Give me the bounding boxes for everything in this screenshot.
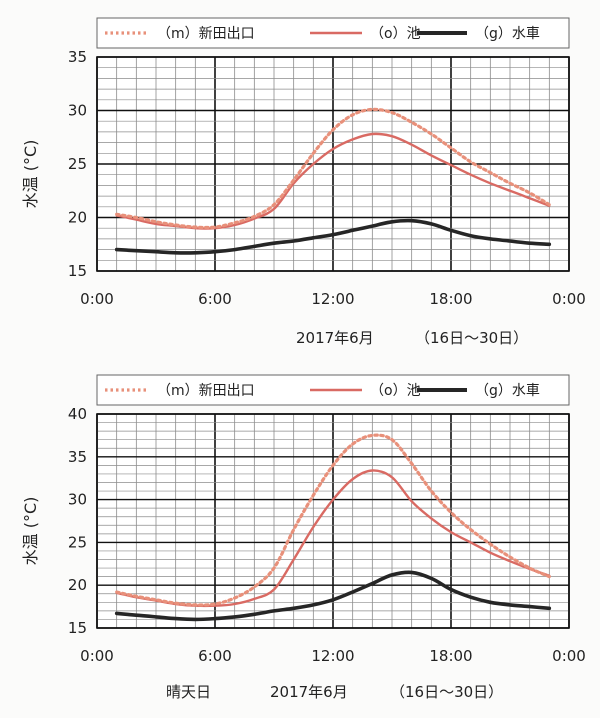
x-tick-label: 6:00 [198, 290, 232, 308]
legend: （m）新田出口 （o）池 （g）水車 [96, 17, 570, 49]
y-tick-label: 35 [68, 448, 87, 466]
plot-frame [96, 56, 570, 272]
y-axis-label: 水温 (°C) [21, 140, 40, 209]
chart-2: （m）新田出口 （o）池 （g）水車 15 20 25 30 35 40 0:00 6:00 12:0… [21, 374, 586, 701]
series-line-g [114, 570, 552, 622]
y-tick-label: 15 [68, 262, 87, 280]
y-tick-label: 15 [68, 619, 87, 637]
y-tick-label: 20 [68, 209, 87, 227]
plot-frame [96, 413, 570, 629]
legend-label-m: （m）新田出口 [157, 26, 255, 42]
x-tick-label: 18:00 [429, 647, 472, 665]
y-tick-label: 20 [68, 576, 87, 594]
caption-prefix: 晴天日 [166, 683, 211, 701]
x-tick-label: 6:00 [198, 647, 232, 665]
legend: （m）新田出口 （o）池 （g）水車 [96, 374, 570, 406]
x-tick-label: 0:00 [80, 647, 114, 665]
caption-range: （16日～30日） [415, 329, 528, 347]
x-tick-label: 12:00 [311, 290, 354, 308]
x-tick-label: 0:00 [552, 647, 586, 665]
y-tick-label: 35 [68, 48, 87, 66]
y-tick-label: 30 [68, 102, 87, 120]
legend-label-g: （g）水車 [475, 25, 540, 42]
caption-date: 2017年6月 [296, 329, 374, 347]
y-tick-label: 40 [68, 405, 87, 423]
x-tick-label: 0:00 [80, 290, 114, 308]
y-axis-label: 水温 (°C) [21, 497, 40, 566]
series-line-m [115, 107, 551, 230]
y-tick-label: 25 [68, 155, 87, 173]
legend-label-g: （g）水車 [475, 382, 540, 399]
legend-label-m: （m）新田出口 [157, 383, 255, 399]
y-tick-label: 30 [68, 491, 87, 509]
series-line-g [114, 218, 552, 255]
legend-label-o: （o）池 [370, 383, 421, 399]
x-tick-label: 12:00 [311, 647, 354, 665]
y-tick-label: 25 [68, 533, 87, 551]
x-tick-label: 0:00 [552, 290, 586, 308]
x-tick-label: 18:00 [429, 290, 472, 308]
caption-range: （16日～30日） [390, 683, 503, 701]
caption-date: 2017年6月 [270, 683, 348, 701]
chart-1: （m）新田出口 （o）池 （g）水車 15 20 25 30 35 0:00 6:00 12:00 1… [21, 17, 586, 347]
series-line-m [115, 433, 551, 607]
legend-label-o: （o）池 [370, 26, 421, 42]
